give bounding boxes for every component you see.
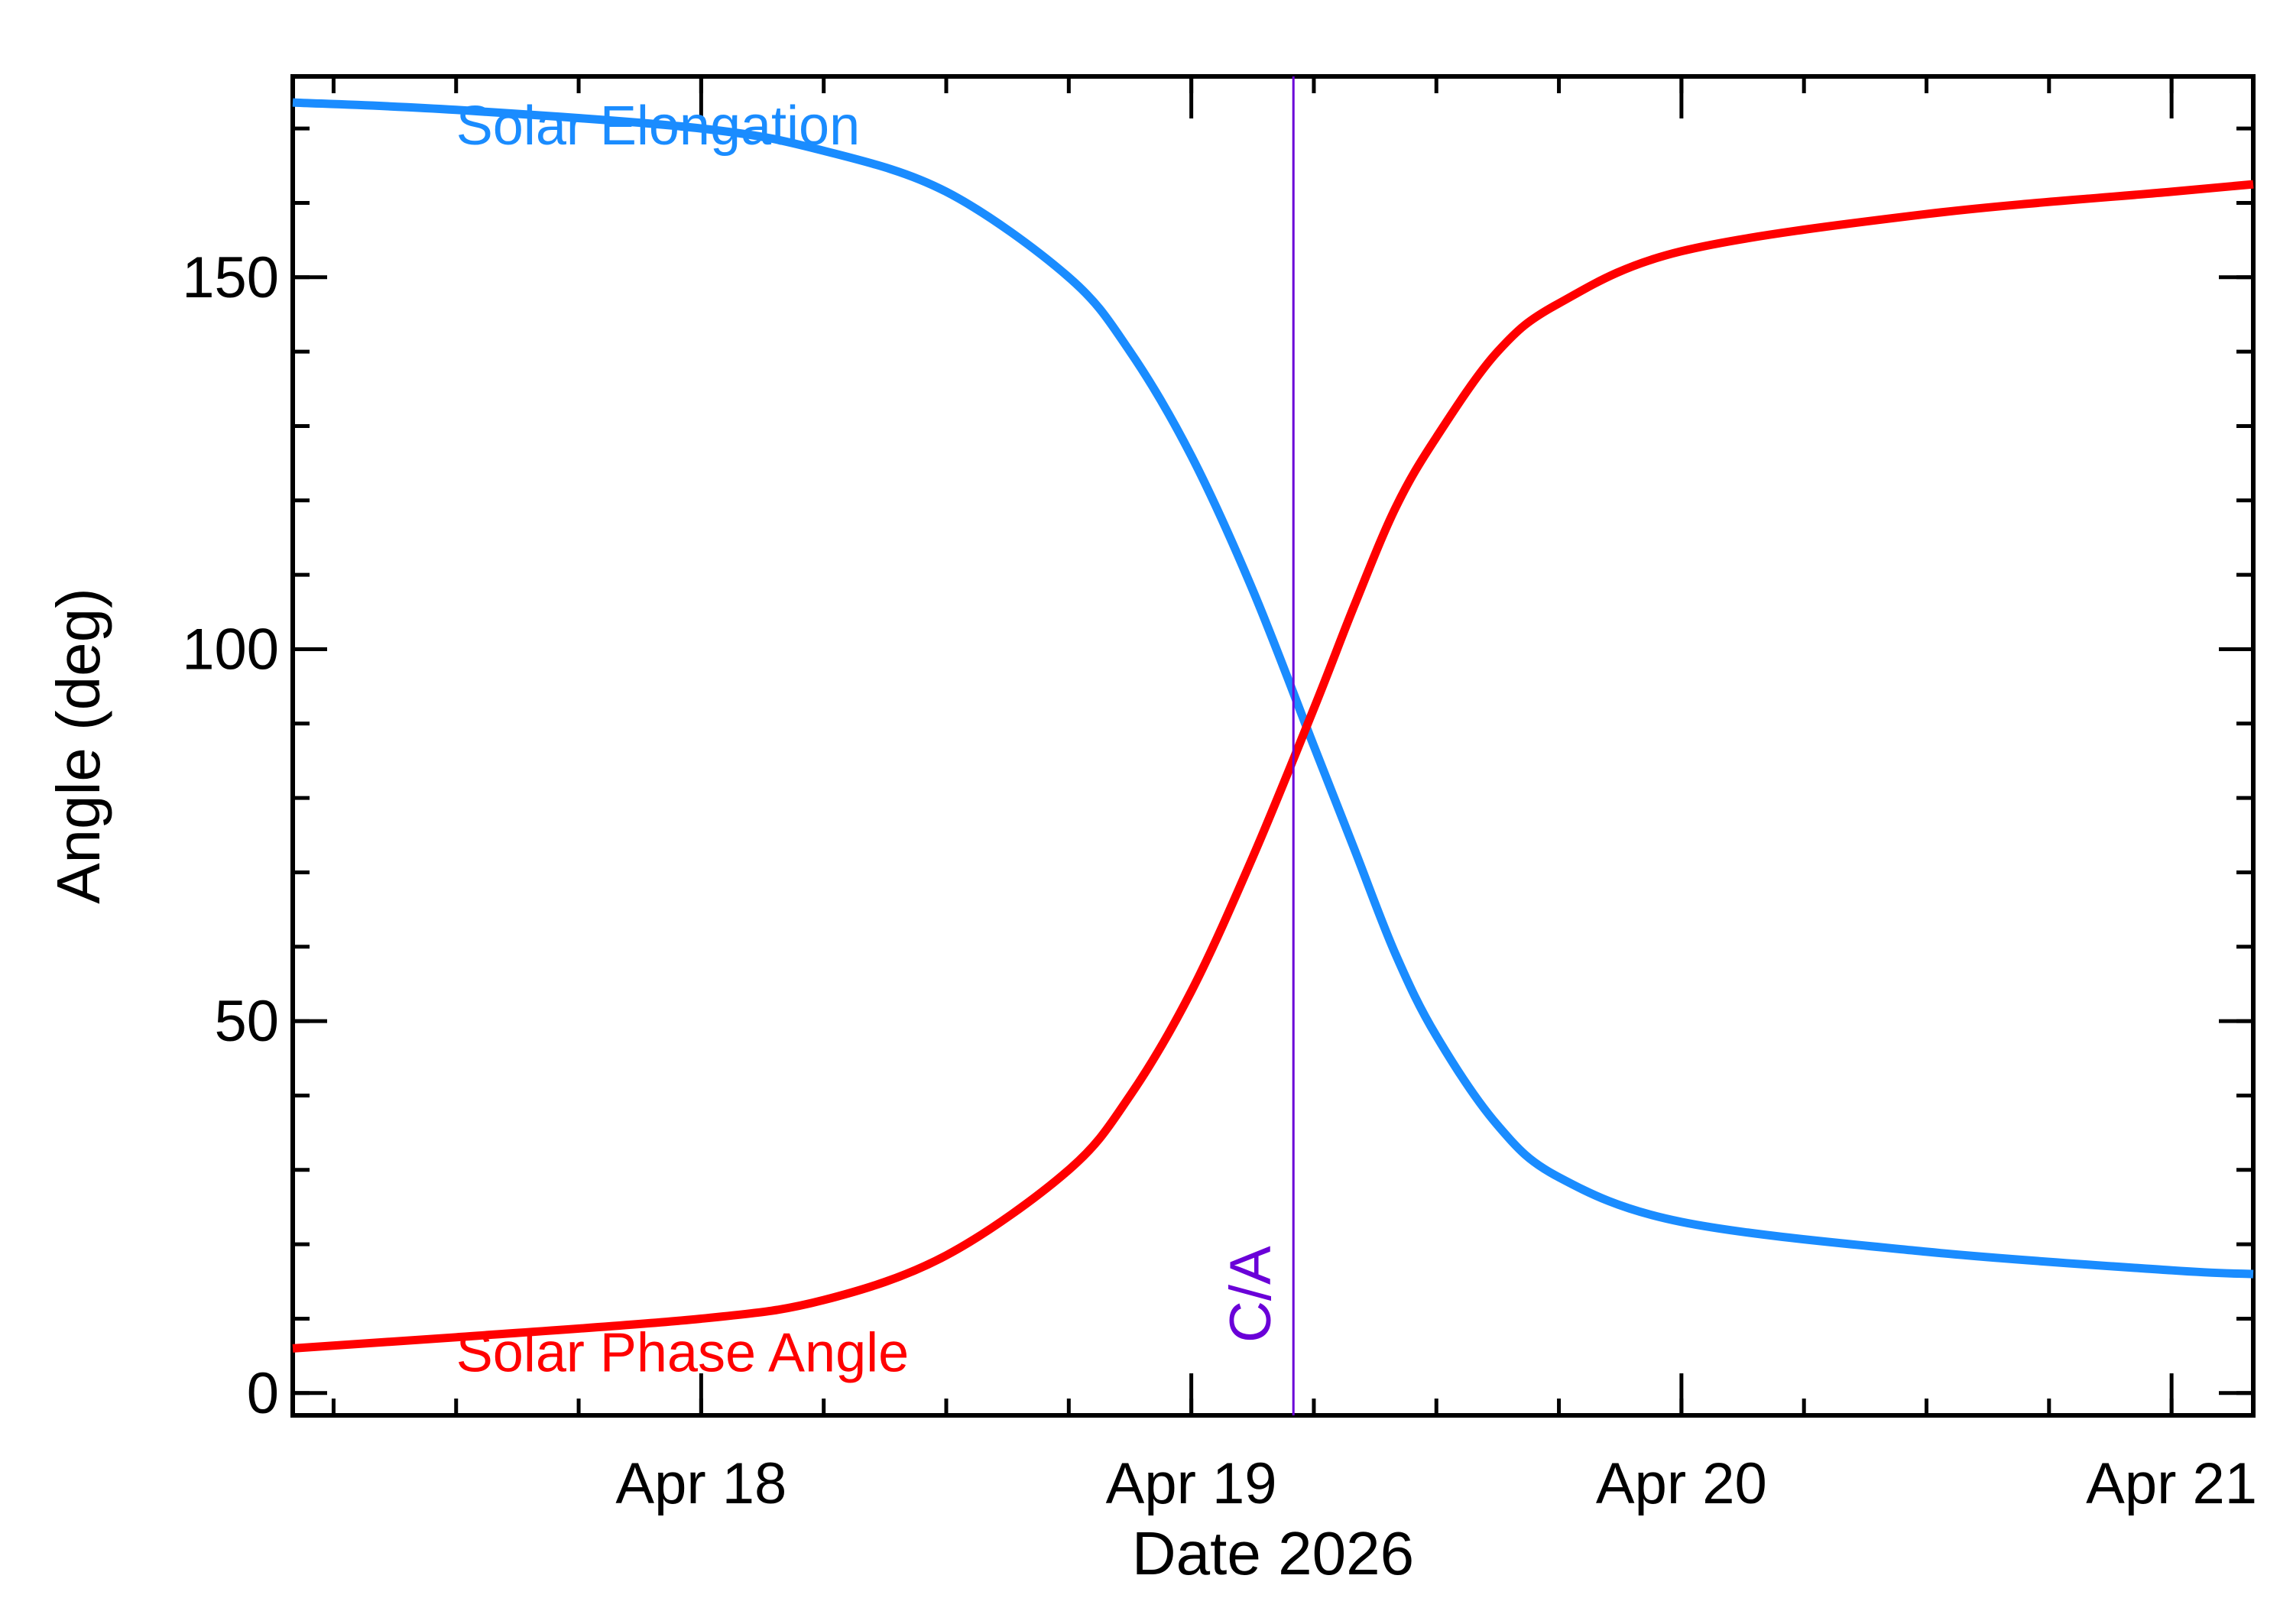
y-tick-label: 100 bbox=[182, 617, 279, 682]
y-tick-label: 0 bbox=[247, 1361, 279, 1426]
x-tick-label: Apr 18 bbox=[615, 1451, 786, 1516]
axes-group bbox=[290, 74, 2256, 1418]
series-line-solar-elongation bbox=[292, 98, 2254, 1279]
series-group bbox=[292, 76, 2254, 1415]
x-tick-label: Apr 20 bbox=[1596, 1451, 1767, 1516]
y-tick-label: 150 bbox=[182, 245, 279, 310]
x-tick-label: Apr 21 bbox=[2086, 1451, 2257, 1516]
x-tick-label: Apr 19 bbox=[1106, 1451, 1277, 1516]
y-tick-label: 50 bbox=[214, 989, 279, 1054]
series-line-solar-phase-angle bbox=[292, 180, 2254, 1353]
ca-label: C/A bbox=[1218, 1246, 1283, 1343]
labels-group: 0 50 100 150 Apr 18 Apr 19 Apr 20 Apr 21 C/A Sola… bbox=[44, 96, 2257, 1587]
x-axis-label: Date 2026 bbox=[1132, 1519, 1414, 1587]
y-axis-label: Angle (deg) bbox=[44, 588, 112, 904]
plot-frame bbox=[290, 74, 2256, 1418]
series-annotation: Solar Elongation bbox=[456, 96, 860, 157]
series-annotation: Solar Phase Angle bbox=[456, 1322, 909, 1383]
